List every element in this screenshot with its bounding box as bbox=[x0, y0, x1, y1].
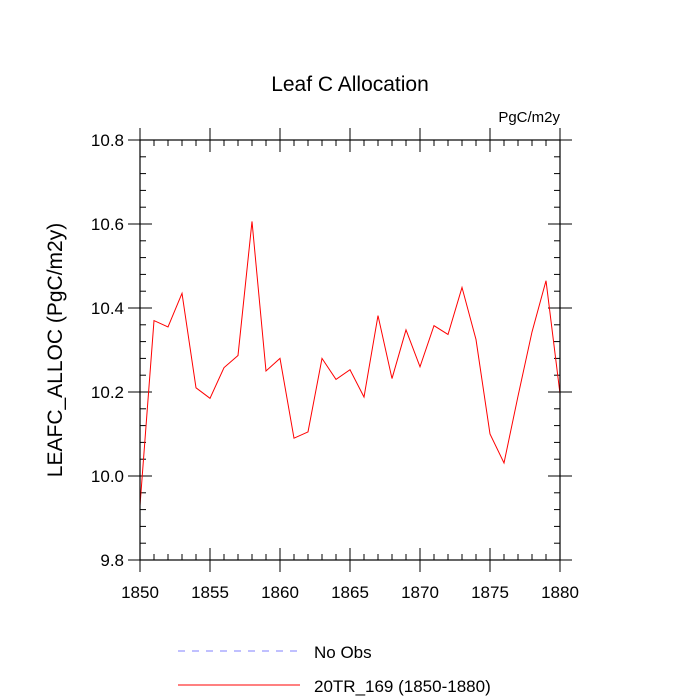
x-tick-label: 1875 bbox=[471, 583, 509, 602]
series-line bbox=[139, 221, 561, 506]
units-label: PgC/m2y bbox=[498, 109, 560, 126]
y-tick-label: 10.0 bbox=[91, 467, 124, 486]
x-tick-label: 1865 bbox=[331, 583, 369, 602]
axis-ticks bbox=[128, 128, 572, 572]
y-tick-label: 10.4 bbox=[91, 299, 124, 318]
y-tick-labels: 9.8 10.0 10.2 10.4 10.6 10.8 bbox=[91, 131, 124, 570]
chart-title: Leaf C Allocation bbox=[271, 73, 429, 96]
x-tick-label: 1880 bbox=[541, 583, 579, 602]
series-layer bbox=[139, 221, 561, 506]
legend-series-label: 20TR_169 (1850-1880) bbox=[314, 677, 491, 696]
legend-no-obs-label: No Obs bbox=[314, 643, 372, 662]
x-tick-label: 1855 bbox=[191, 583, 229, 602]
y-tick-label: 9.8 bbox=[100, 551, 124, 570]
x-tick-label: 1870 bbox=[401, 583, 439, 602]
y-axis-label: LEAFC_ALLOC (PgC/m2y) bbox=[44, 223, 67, 477]
y-tick-label: 10.2 bbox=[91, 383, 124, 402]
x-tick-label: 1860 bbox=[261, 583, 299, 602]
plot-frame bbox=[139, 139, 561, 561]
x-tick-labels: 1850 1855 1860 1865 1870 1875 1880 bbox=[121, 583, 579, 602]
legend: No Obs 20TR_169 (1850-1880) bbox=[178, 643, 491, 696]
y-tick-label: 10.8 bbox=[91, 131, 124, 150]
y-tick-label: 10.6 bbox=[91, 215, 124, 234]
x-tick-label: 1850 bbox=[121, 583, 159, 602]
